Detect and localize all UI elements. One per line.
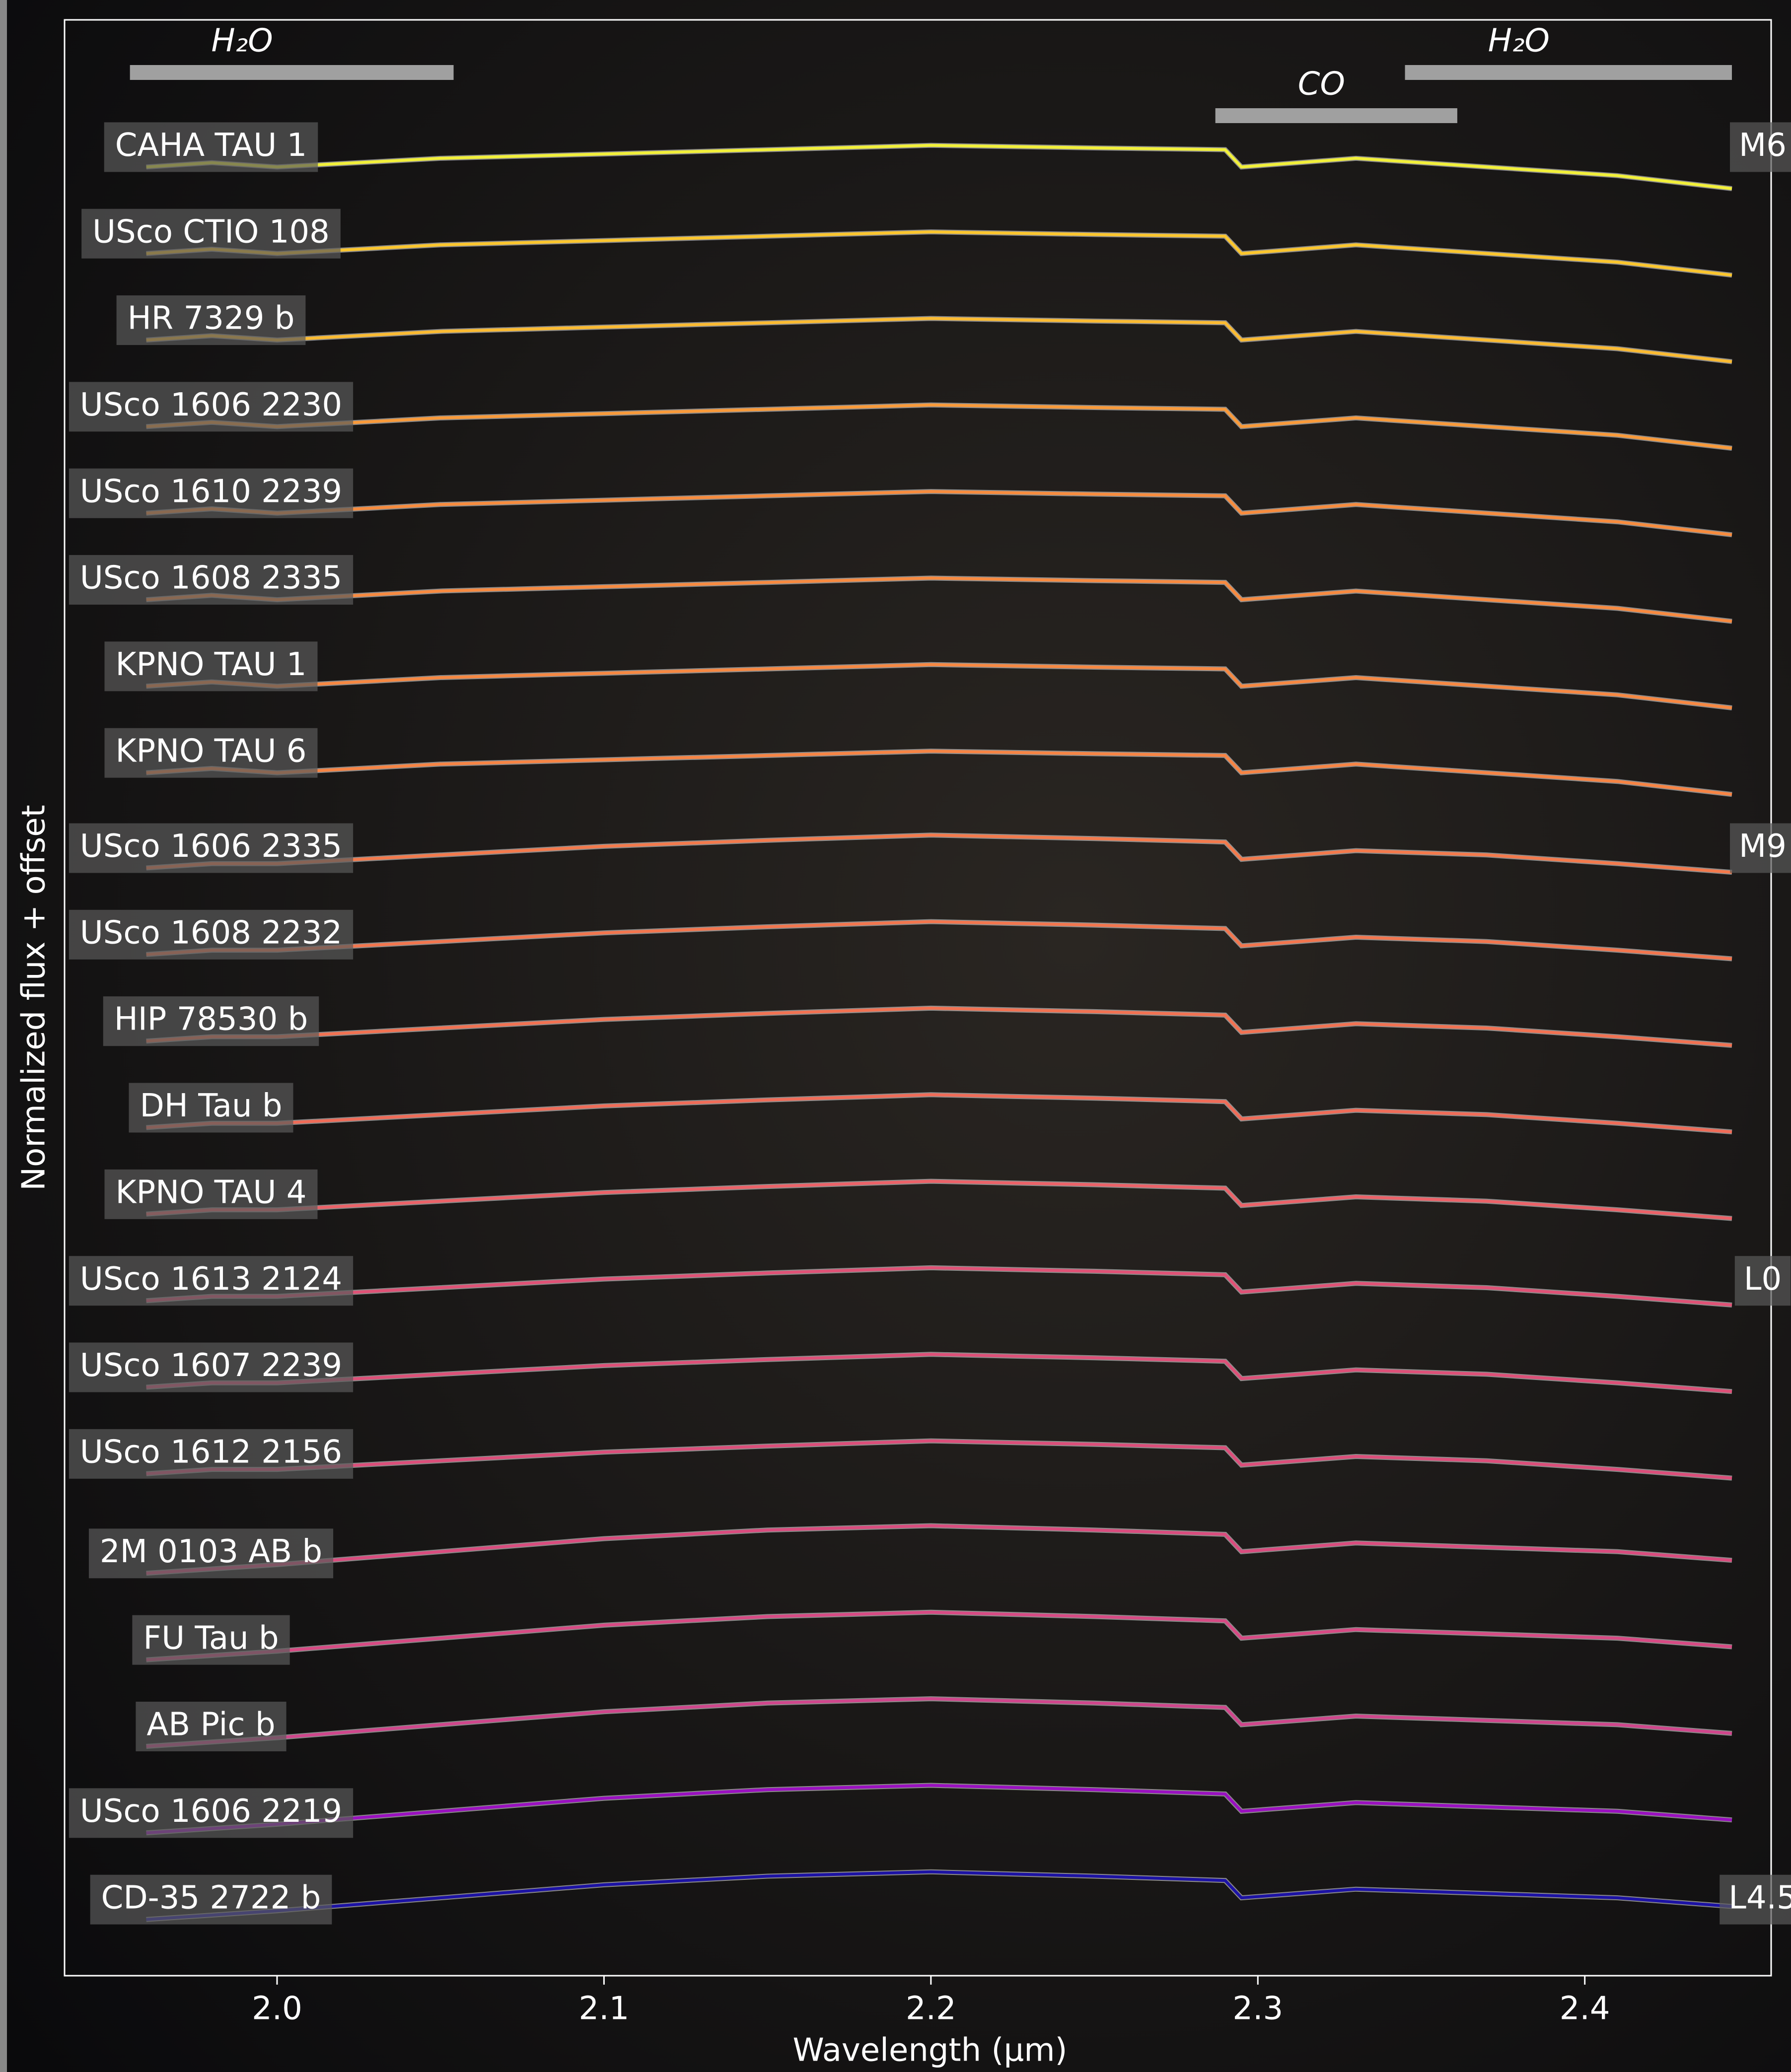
series-label: KPNO TAU 6 — [116, 733, 307, 769]
series-label: USco 1606 2219 — [80, 1793, 342, 1830]
x-tick-label: 2.3 — [1232, 1991, 1283, 2027]
series-label: AB Pic b — [146, 1707, 275, 1743]
series-label: USco 1606 2335 — [80, 828, 342, 865]
series-label: HIP 78530 b — [114, 1001, 308, 1038]
series-label: FU Tau b — [143, 1620, 279, 1657]
series-label: USco 1612 2156 — [80, 1434, 342, 1470]
spectral-type: M9 — [1739, 828, 1787, 865]
band-label: H₂O — [1488, 23, 1550, 60]
x-tick-label: 2.4 — [1560, 1991, 1610, 2027]
series-label: USco 1608 2335 — [80, 560, 342, 597]
x-tick-label: 2.2 — [906, 1991, 956, 2027]
series-label: USco 1608 2232 — [80, 914, 342, 951]
spectral-type: M6 — [1739, 127, 1787, 164]
band-label: H₂O — [212, 23, 273, 60]
series-label: USco 1607 2239 — [80, 1347, 342, 1384]
series-label: USco 1613 2124 — [80, 1261, 342, 1298]
spectral-type: L4.5 — [1728, 1879, 1791, 1916]
y-axis-label: Normalized flux + offset — [16, 805, 53, 1190]
series-label: CD-35 2722 b — [101, 1879, 321, 1916]
series-label: USco CTIO 108 — [92, 213, 330, 250]
x-tick-label: 2.0 — [252, 1991, 302, 2027]
series-label: DH Tau b — [140, 1088, 283, 1124]
series-label: CAHA TAU 1 — [115, 127, 307, 164]
series-label: HR 7329 b — [128, 300, 295, 337]
series-label: 2M 0103 AB b — [100, 1533, 322, 1570]
series-label: USco 1610 2239 — [80, 473, 342, 510]
side-strip — [0, 0, 7, 2072]
chart: Wavelength (μm) Normalized flux + offset… — [0, 0, 1791, 2072]
series-label: KPNO TAU 1 — [116, 646, 307, 683]
series-label: USco 1606 2230 — [80, 387, 342, 423]
x-axis-label: Wavelength (μm) — [793, 2032, 1068, 2069]
band-label: CO — [1298, 66, 1345, 103]
series-label: KPNO TAU 4 — [116, 1174, 307, 1211]
spectral-type: L0 — [1744, 1261, 1782, 1298]
x-tick-label: 2.1 — [579, 1991, 630, 2027]
